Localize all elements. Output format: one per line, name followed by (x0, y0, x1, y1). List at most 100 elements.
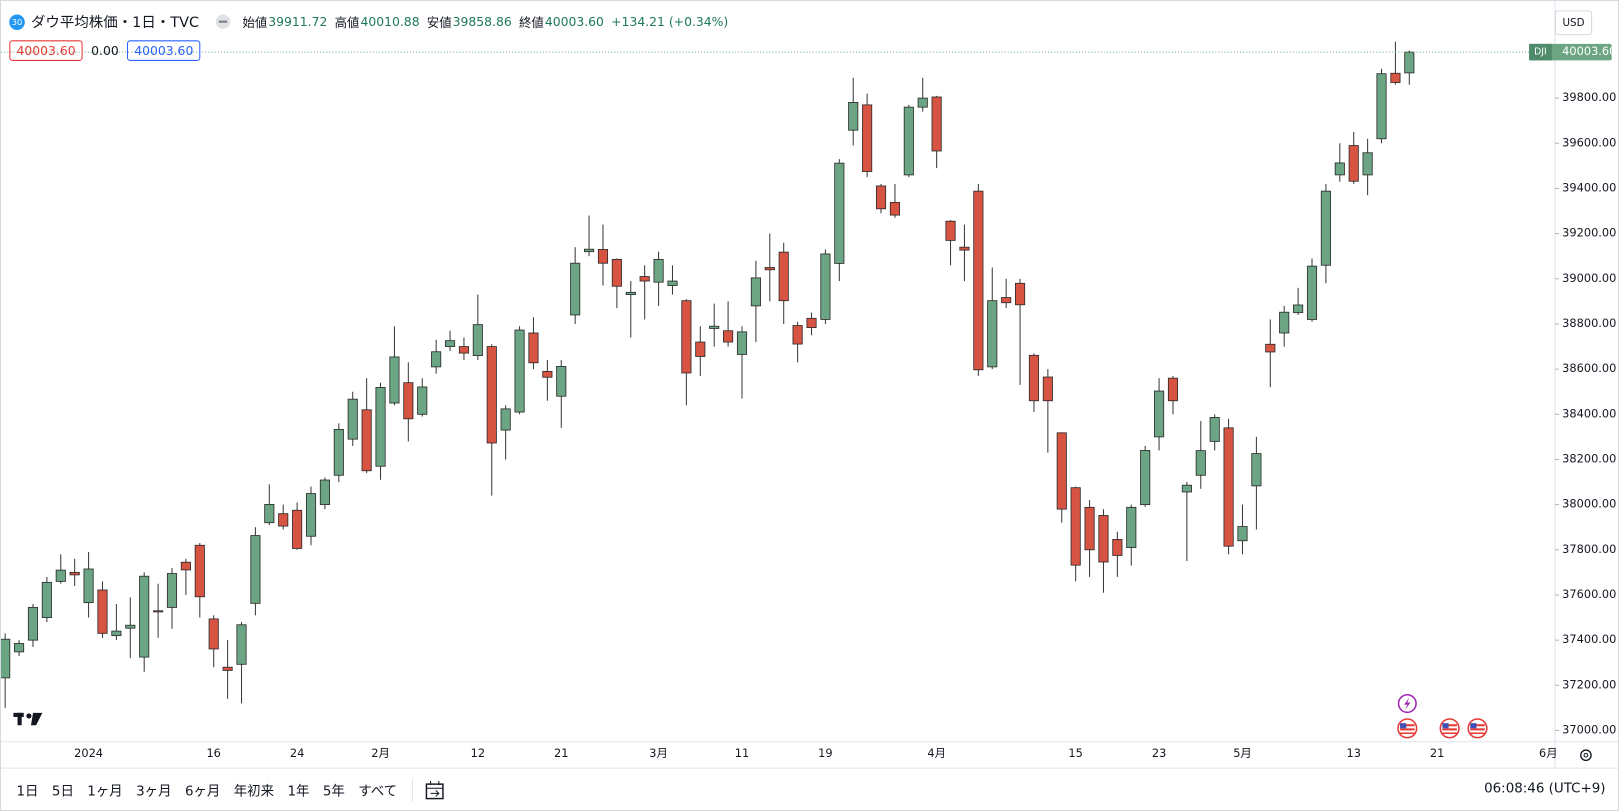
candle-body (806, 317, 817, 328)
candle-body (653, 258, 664, 283)
candle-body (486, 346, 497, 444)
candle-body (1390, 72, 1401, 83)
candle-body (514, 329, 525, 413)
candle-body (264, 503, 275, 524)
x-tick-label: 21 (1430, 746, 1444, 760)
symbol-badge: 30 (9, 13, 25, 30)
legend-header: 30 ダウ平均株価・1日・TVC 始値 39911.72 高値 40010.88 安… (9, 10, 728, 33)
candle-body (736, 331, 748, 355)
candle-body (1154, 390, 1165, 438)
candle-body (889, 202, 900, 216)
candle-body (347, 398, 358, 440)
candle-body (1223, 427, 1234, 547)
x-tick-label: 2月 (371, 746, 390, 760)
candle-body (750, 277, 761, 307)
ohlc-label: 高値 (334, 14, 360, 30)
candle-body (292, 509, 303, 549)
candle-body (1404, 51, 1415, 74)
ohlc-label: 安値 (426, 14, 452, 30)
bottom-toolbar: 1日 5日 1ヶ月 3ヶ月 6ヶ月 年初来 1年 5年 すべて 06:08:46 (UTC+9) (1, 767, 1618, 811)
price-tag-symbol: DJI (1534, 47, 1547, 58)
candle-body (1181, 484, 1192, 493)
candle-body (1001, 297, 1012, 304)
candle-body (792, 325, 803, 345)
candle-body (709, 325, 720, 329)
candle-body (1293, 304, 1304, 314)
candle-body (1, 638, 11, 679)
candle-body (1028, 354, 1040, 402)
range-button[interactable]: 1ヶ月 (87, 784, 123, 800)
event-icons[interactable] (1397, 693, 1488, 739)
ohlc-value: 40003.60 (544, 14, 604, 29)
bid-box[interactable]: 40003.60 (9, 40, 83, 61)
candle-body (166, 573, 178, 608)
range-button[interactable]: 3ヶ月 (136, 784, 172, 800)
candle-body (681, 300, 692, 374)
range-button[interactable]: 1日 (16, 784, 39, 800)
x-tick-label: 21 (554, 746, 568, 760)
candle-body (208, 618, 219, 650)
candle-body (903, 106, 914, 176)
candle-body (472, 324, 483, 356)
status-icon (215, 14, 231, 29)
x-tick-label: 15 (1068, 746, 1082, 760)
y-tick-label: 37400.00 (1562, 632, 1616, 646)
candle-body (542, 370, 553, 378)
candle-body (1070, 487, 1081, 566)
range-button[interactable]: 5年 (322, 784, 345, 800)
settings-icon[interactable] (1580, 749, 1592, 762)
candle-body (403, 382, 414, 420)
candle-body (1209, 417, 1220, 442)
candle-body (875, 185, 887, 210)
ohlc-label: 始値 (242, 14, 268, 30)
x-tick-label: 2024 (74, 746, 103, 760)
range-button[interactable]: 6ヶ月 (184, 784, 221, 800)
candle-body (375, 387, 386, 467)
y-tick-label: 37000.00 (1562, 722, 1616, 736)
candle-body (1042, 376, 1053, 402)
candle-body (69, 571, 80, 576)
range-button[interactable]: 年初来 (233, 784, 275, 800)
ask-box[interactable]: 40003.60 (126, 40, 201, 61)
clock: 06:08:46 (UTC+9) (1484, 781, 1606, 797)
candle-body (361, 409, 372, 472)
candle-body (305, 493, 317, 537)
candle-body (695, 341, 706, 357)
price-tag-symbol-bg (1529, 43, 1552, 61)
currency-button[interactable]: USD (1554, 10, 1593, 36)
candle-body (834, 162, 845, 264)
x-tick-label: 11 (735, 746, 749, 760)
date-range-icon[interactable] (423, 778, 446, 801)
candle-body (1334, 162, 1345, 176)
y-tick-label: 37200.00 (1562, 677, 1616, 691)
y-tick-label: 39000.00 (1562, 271, 1616, 285)
candle-body (111, 630, 122, 637)
candle-body (1306, 265, 1318, 320)
x-tick-label: 13 (1346, 746, 1360, 760)
x-tick-label: 3月 (649, 746, 668, 760)
range-button[interactable]: すべて (358, 784, 398, 800)
ohlc-value: 40010.88 (360, 14, 420, 29)
candle-body (1362, 152, 1373, 176)
range-button[interactable]: 5日 (51, 784, 74, 800)
x-tick-label: 19 (818, 746, 832, 760)
candle-body (570, 262, 581, 316)
candle-body (333, 429, 344, 476)
candle-body (125, 624, 136, 629)
candle-body (1167, 377, 1179, 402)
candle-body (625, 291, 636, 296)
y-tick-label: 39400.00 (1562, 180, 1616, 194)
candle-body (1279, 311, 1290, 334)
range-buttons: 1日 5日 1ヶ月 3ヶ月 6ヶ月 年初来 1年 5年 すべて (16, 780, 398, 800)
candle-body (611, 258, 622, 287)
candle-body (153, 610, 164, 613)
range-button[interactable]: 1年 (287, 784, 310, 800)
candle-body (1084, 506, 1095, 551)
candle-body (194, 544, 205, 598)
x-tick-label: 12 (471, 746, 485, 760)
candle-body (1126, 506, 1137, 548)
tv-logo (13, 712, 43, 726)
y-tick-label: 39600.00 (1562, 135, 1616, 149)
candle-body (917, 97, 928, 108)
